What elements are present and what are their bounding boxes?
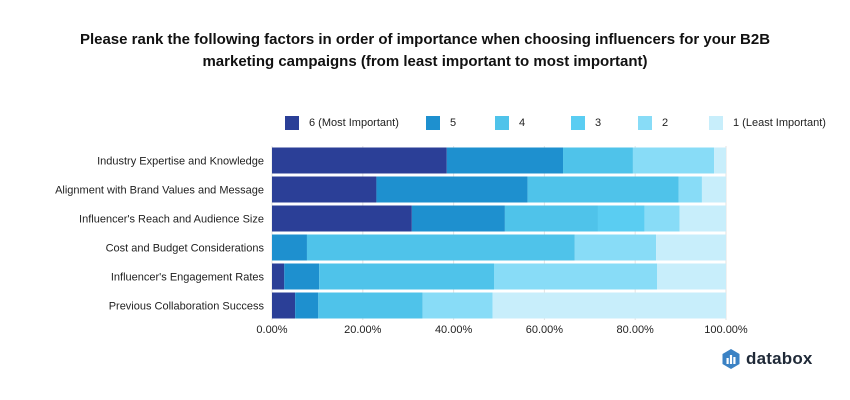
legend-item: 3 [571,114,601,132]
legend-swatch [285,116,299,130]
x-tick-label: 60.00% [526,324,564,336]
bar-segment [272,263,285,290]
x-tick-label: 0.00% [256,324,287,336]
legend-label: 3 [595,117,602,129]
legend-swatch [638,116,652,130]
legend-item: 2 [638,114,668,132]
bar-segment [295,292,319,319]
legend-swatch [571,116,585,130]
x-tick-label: 20.00% [344,324,382,336]
legend-label: 5 [450,117,457,129]
bar-segment [422,292,493,319]
bar-segment [411,205,505,232]
bar-segment [272,176,377,203]
legend-swatch [495,116,509,130]
bar-segment [272,205,412,232]
x-tick-label: 100.00% [704,324,748,336]
legend-item: 6 (Most Important) [285,114,399,132]
legend-swatch [426,116,440,130]
legend-item: 4 [495,114,525,132]
chart-title: Please rank the following factors in ord… [40,29,810,73]
category-label: Influencer's Engagement Rates [111,272,265,284]
bar-segment [632,147,715,174]
bar-segment [306,234,575,261]
bar-segment [446,147,564,174]
legend-label: 1 (Least Important) [733,117,826,129]
bar-segment [494,263,657,290]
bar-segment [656,263,726,290]
bar-segment [701,176,726,203]
bar-segment [504,205,598,232]
bar-segment [678,176,702,203]
bar-segment [527,176,679,203]
x-tick-label: 80.00% [617,324,655,336]
bar-segment [376,176,528,203]
bar-segment [272,292,296,319]
bar-segment [318,292,423,319]
bar-segment [679,205,726,232]
bar-segment [492,292,726,319]
category-label: Industry Expertise and Knowledge [97,156,264,168]
bar-segment [714,147,726,174]
legend-item: 1 (Least Important) [709,114,826,132]
x-tick-label: 40.00% [435,324,473,336]
databox-logo: databox [722,348,813,370]
category-label: Alignment with Brand Values and Message [55,185,264,197]
logo-text: databox [746,349,813,368]
legend-swatch [709,116,723,130]
bar-segment [563,147,633,174]
chart-title-line-1: Please rank the following factors in ord… [79,31,771,48]
chart-title-line-2: marketing campaigns (from least importan… [202,53,648,70]
bar-segment [272,147,447,174]
bar-segment [284,263,320,290]
databox-bars-icon [722,349,740,369]
bar-segment [597,205,645,232]
bar-segment [272,234,307,261]
legend-label: 2 [662,117,669,129]
bar-segment [319,263,495,290]
bar-segment [656,234,726,261]
category-label: Influencer's Reach and Audience Size [79,214,264,226]
bar-segment [574,234,657,261]
category-label: Previous Collaboration Success [109,301,265,313]
bar-segment [644,205,680,232]
legend-label: 4 [519,117,526,129]
legend-label: 6 (Most Important) [309,117,399,129]
category-label: Cost and Budget Considerations [106,243,265,255]
legend-item: 5 [426,114,456,132]
